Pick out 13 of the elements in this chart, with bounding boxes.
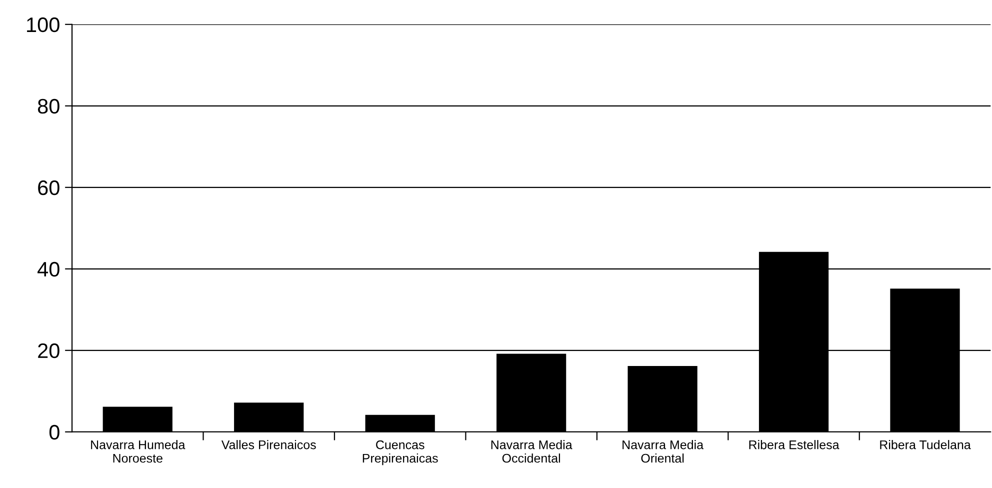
y-tick-label: 60 — [38, 180, 60, 196]
y-tick-label: 20 — [38, 343, 60, 358]
y-tick-label: 80 — [38, 98, 60, 114]
y-tick-label: 40 — [38, 262, 60, 277]
y-tick-label: 0 — [49, 424, 60, 440]
y-tick-label: 100 — [27, 17, 60, 32]
x-tick-label: Navarra Humeda Noroeste — [91, 440, 186, 463]
x-tick-label: Ribera Estellesa — [749, 440, 840, 450]
x-tick-label: Navarra Media Occidental — [491, 440, 572, 463]
x-tick-label: Ribera Tudelana — [880, 440, 971, 450]
x-tick-label: Cuencas Prepirenaicas — [362, 440, 438, 466]
x-tick-label: Valles Pirenaicos — [221, 440, 316, 450]
x-tick-label: Navarra Media Oriental — [622, 440, 704, 463]
